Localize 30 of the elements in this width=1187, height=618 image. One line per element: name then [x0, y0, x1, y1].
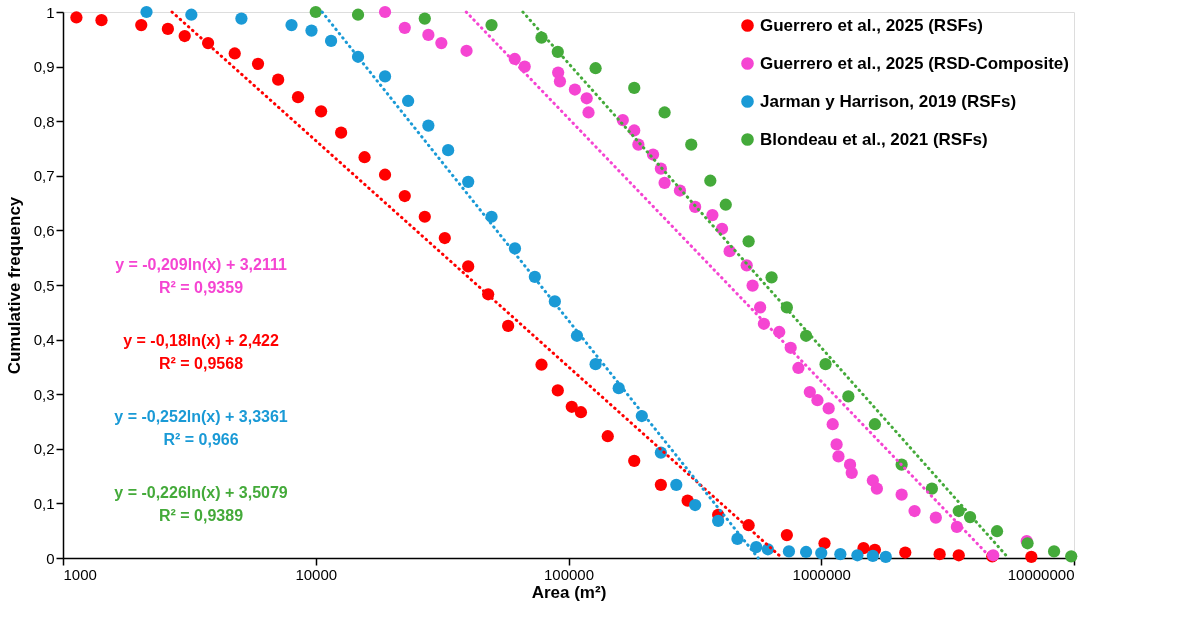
- x-axis-title: Area (m²): [531, 582, 607, 602]
- x-tick-label: 10000000: [1007, 565, 1075, 583]
- y-tick-label: 0,2: [33, 440, 55, 458]
- y-tick-label: 0,9: [33, 58, 55, 76]
- legend-label: Guerrero et al., 2025 (RSFs): [760, 15, 983, 35]
- y-tick-label: 0,1: [33, 494, 55, 512]
- y-tick-label: 0,3: [33, 385, 55, 403]
- y-tick-label: 1: [46, 3, 55, 21]
- y-tick-label: 0: [46, 549, 55, 567]
- annotation: R² = 0,9568: [158, 355, 244, 372]
- annotation: R² = 0,9389: [158, 507, 244, 524]
- annotation: y = -0,252ln(x) + 3,3361: [114, 408, 288, 425]
- y-tick-label: 0,8: [33, 112, 55, 130]
- annotation: R² = 0,966: [163, 431, 239, 448]
- y-tick-label: 0,5: [33, 276, 55, 294]
- x-tick-label: 1000000: [792, 565, 851, 583]
- annotation: y = -0,18ln(x) + 2,422: [123, 332, 279, 349]
- y-tick-label: 0,7: [33, 167, 55, 185]
- x-tick-label: 10000: [295, 565, 338, 583]
- legend-label: Guerrero et al., 2025 (RSD-Composite): [760, 53, 1069, 73]
- annotation: y = -0,226ln(x) + 3,5079: [114, 484, 288, 501]
- x-tick-label: 100000: [543, 565, 595, 583]
- legend-label: Jarman y Harrison, 2019 (RSFs): [760, 91, 1017, 111]
- annotation: R² = 0,9359: [158, 279, 244, 296]
- x-tick-label: 1000: [63, 565, 97, 583]
- annotation: y = -0,209ln(x) + 3,2111: [115, 256, 287, 273]
- y-tick-label: 0,6: [33, 221, 55, 239]
- y-tick-label: 0,4: [33, 331, 55, 349]
- y-axis-title: Cumulative frequency: [4, 196, 24, 375]
- legend-label: Blondeau et al., 2021 (RSFs): [760, 129, 988, 149]
